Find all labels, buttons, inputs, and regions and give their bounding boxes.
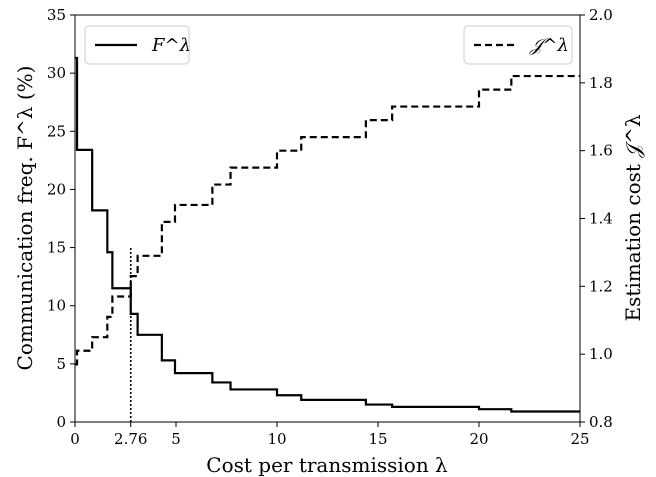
series-line-communication-freq [75,56,580,413]
y-left-tick-label: 10 [47,297,66,315]
x-tick-label: 2.76 [114,430,147,448]
y-right-tick-label: 1.8 [589,74,613,92]
series-line-estimation-cost [75,74,580,366]
legend-right-box [463,25,573,65]
y-left-tick-label: 20 [47,180,66,198]
y-right-tick-label: 1.6 [589,142,613,160]
y-right-tick-label: 1.2 [589,277,613,295]
y-right-tick-label: 1.0 [589,345,613,363]
y-left-tick-label: 0 [56,413,66,431]
y-left-tick-label: 25 [47,122,66,140]
y-left-tick-label: 30 [47,64,66,82]
legend-right-label: 𝒥^λ [529,35,569,56]
legend-left-label: F^λ [151,35,191,56]
x-tick-label: 10 [267,430,286,448]
x-tick-label: 0 [70,430,80,448]
y-left-tick-label: 15 [47,239,66,257]
y-left-tick-label: 35 [47,6,66,24]
y-axis-right-label: Estimation cost 𝒥^λ [621,114,645,321]
x-tick-label: 5 [171,430,181,448]
x-tick-label: 25 [570,430,589,448]
plot-frame [74,14,581,423]
x-tick-label: 15 [368,430,387,448]
x-tick-label: 20 [469,430,488,448]
y-right-tick-label: 1.4 [589,210,613,228]
y-left-tick-label: 5 [56,355,66,373]
x-axis-label: Cost per transmission λ [206,453,448,477]
y-right-tick-label: 0.8 [589,413,613,431]
y-axis-left-label: Communication freq. F^λ (%) [13,66,37,371]
y-right-tick-label: 2.0 [589,6,613,24]
